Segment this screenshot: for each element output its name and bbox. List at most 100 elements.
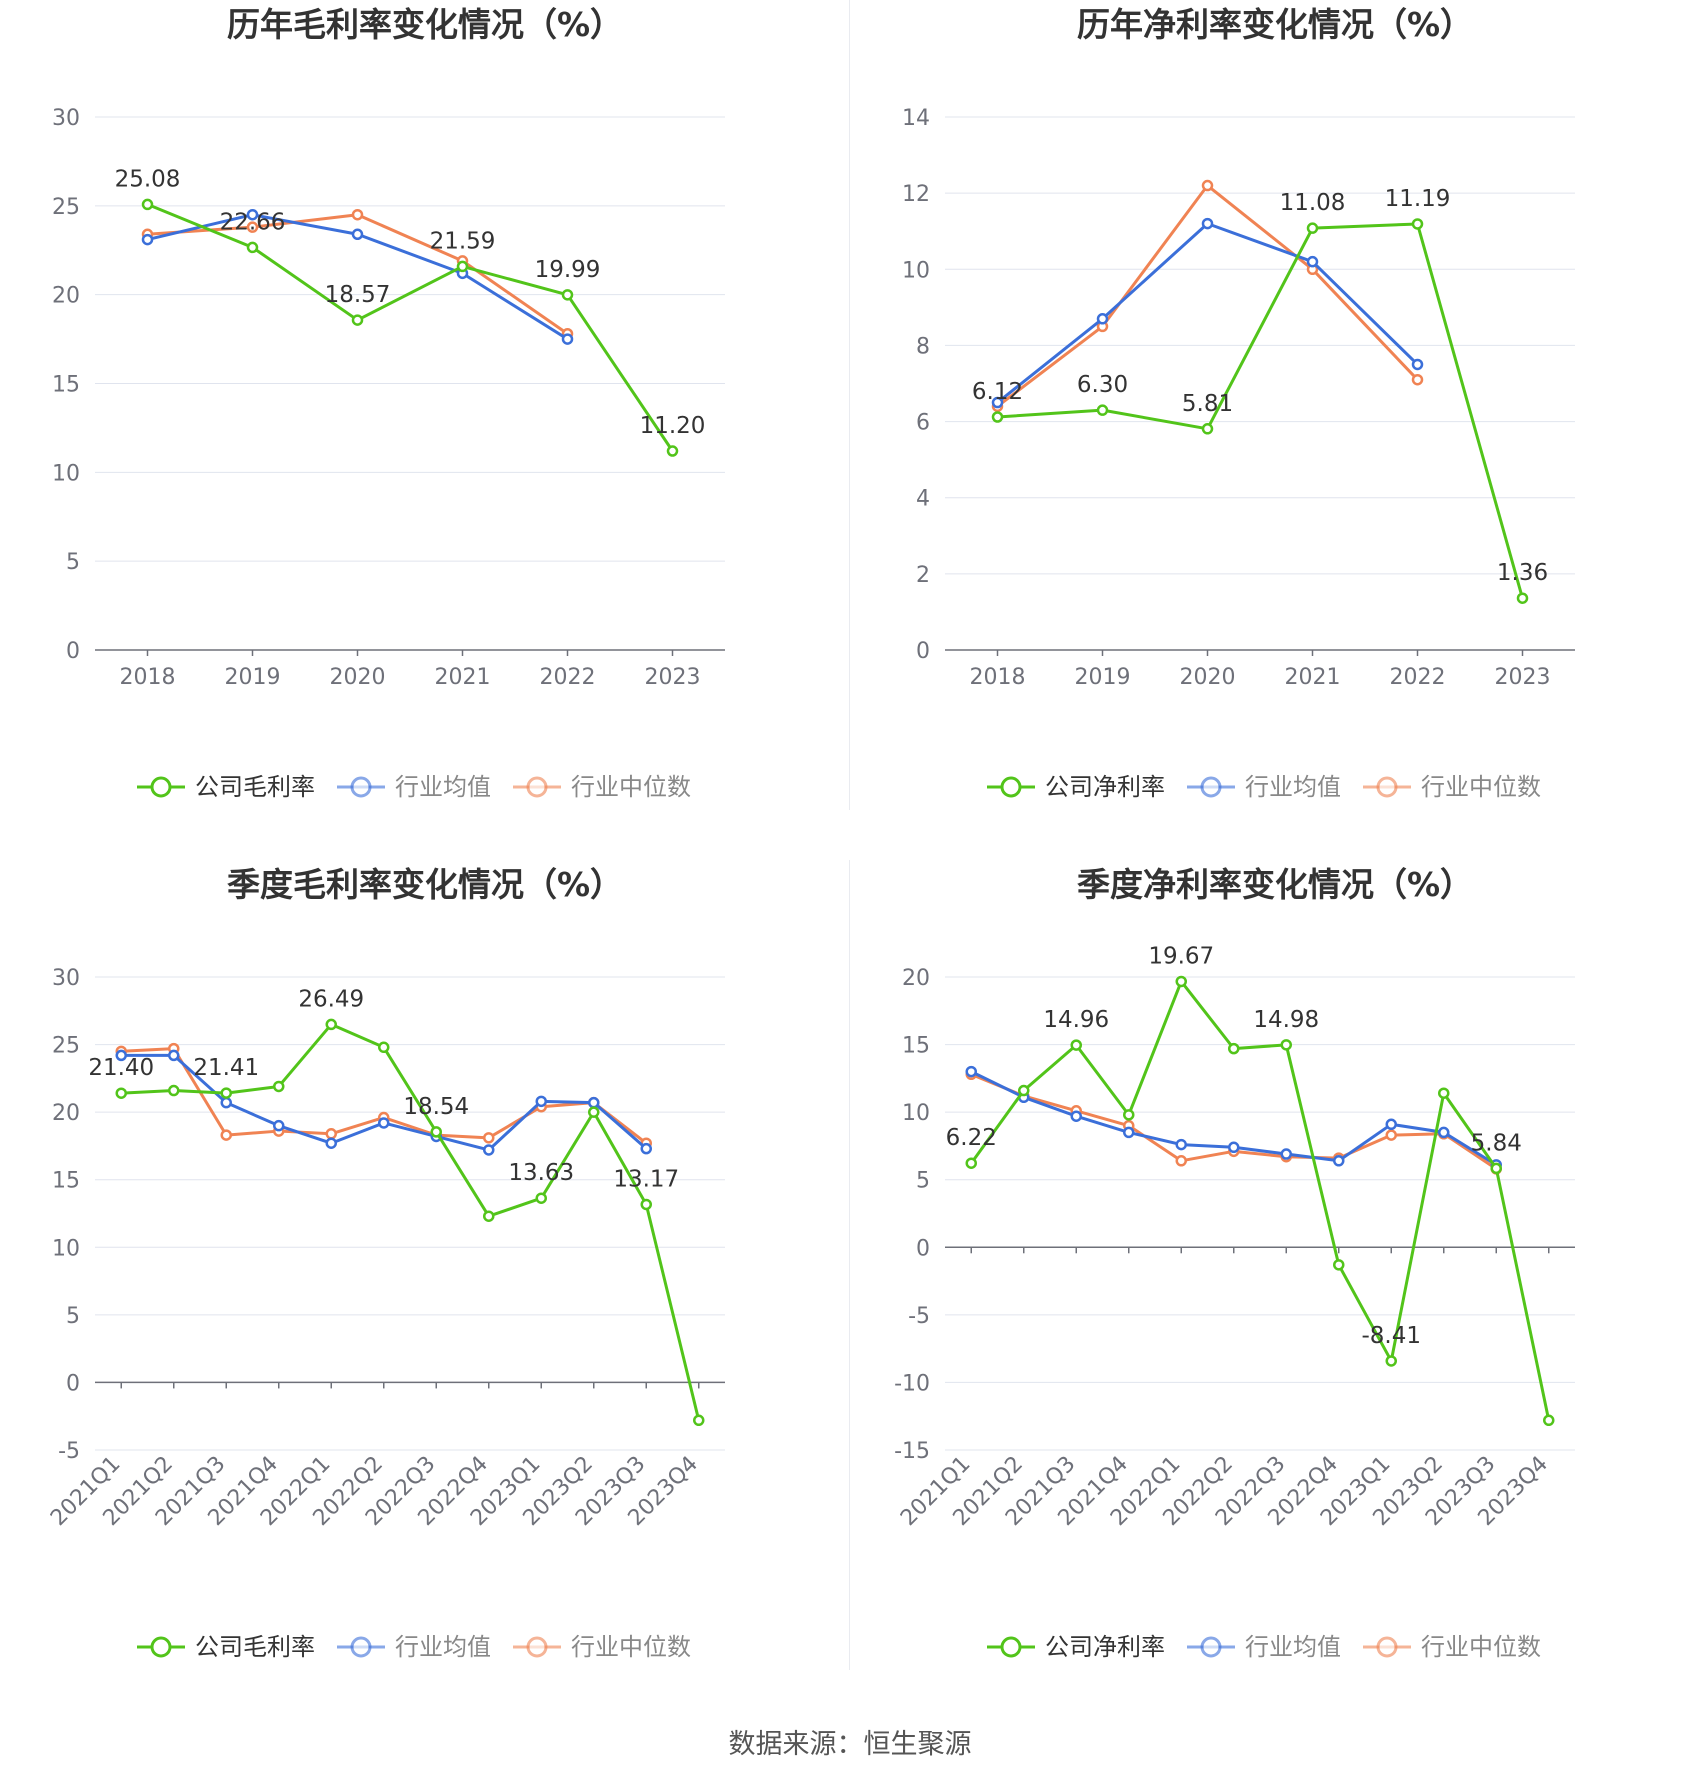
data-point [246,241,259,254]
data-point [1228,1141,1240,1154]
data-label: 19.67 [1148,943,1214,969]
data-point [1385,1129,1397,1141]
chart-title: 季度毛利率变化情况（%） [227,865,623,904]
data-label: 1.36 [1497,560,1548,586]
data-point [1411,358,1424,371]
y-tick-label: 5 [66,1304,80,1329]
data-label: 19.99 [535,257,601,283]
data-point [1096,313,1109,325]
data-point [1070,1039,1082,1051]
x-tick-label: 2023 [645,665,701,690]
data-point [325,1137,337,1149]
data-point [273,1119,285,1132]
data-point [588,1106,600,1118]
legend-swatch-marker [1376,1636,1398,1658]
x-tick-label: 2020 [330,665,386,690]
legend-label: 行业中位数 [571,773,691,801]
data-source-label: 数据来源：恒生聚源 [728,1729,972,1760]
y-tick-label: 8 [916,334,930,359]
data-point [483,1210,495,1222]
data-point [1018,1084,1030,1097]
legend-label: 行业均值 [1245,1633,1341,1661]
data-point [640,1142,652,1155]
legend-label: 行业中位数 [571,1633,691,1661]
legend-swatch-marker [1200,776,1222,798]
y-tick-label: -15 [894,1439,930,1464]
data-point [325,1018,337,1031]
data-point [1438,1087,1450,1099]
y-tick-label: 15 [902,1034,930,1059]
y-tick-label: 0 [66,1371,80,1396]
data-point [1070,1110,1082,1122]
data-label: 5.84 [1471,1130,1522,1156]
data-label: 6.22 [946,1125,997,1151]
data-label: 21.59 [430,228,496,254]
x-tick-label: 2020 [1180,665,1236,690]
data-point [561,333,574,345]
data-point [1385,1355,1397,1367]
chart-title: 季度净利率变化情况（%） [1077,865,1473,904]
x-tick-label: 2019 [1075,665,1131,690]
y-tick-label: 20 [52,1101,80,1126]
legend-swatch-marker [1000,1636,1022,1658]
quarterly-gross-margin-svg: 季度毛利率变化情况（%）-50510152025302021Q12021Q220… [46,865,725,1661]
data-point [246,221,259,233]
legend-item: 行业中位数 [1363,1633,1541,1661]
x-tick-label: 2018 [970,665,1026,690]
x-tick-label: 2018 [120,665,176,690]
legend-label: 行业均值 [395,1633,491,1661]
data-label: 21.40 [88,1055,154,1081]
quarterly-gross-margin-chart: 季度毛利率变化情况（%） -5 0 5 10 15 20 25 30 2021Q1 2021Q2 20… [0,860,850,1720]
annual-gross-margin-svg: 历年毛利率变化情况（%） 0 5 10 15 20 25 30 2018 2019 2020 2021… [52,5,725,801]
data-point [1201,179,1214,192]
data-point [1543,1414,1555,1427]
y-tick-label: 14 [902,106,930,131]
data-point [1280,1148,1292,1160]
data-point [1175,1138,1187,1151]
y-tick-label: 25 [52,1034,80,1059]
data-point [1123,1109,1135,1121]
y-tick-label: -10 [894,1371,930,1396]
annual-gross-margin-chart: 历年毛利率变化情况（%） 0 5 10 15 20 25 30 2018 2019 2020 2021… [0,0,850,860]
data-point [115,1087,127,1099]
data-label: 14.98 [1253,1007,1319,1033]
x-tick-label: 2022 [540,665,596,690]
panel-separator [849,0,850,810]
x-tick-label: 2022 [1390,665,1446,690]
chart-title: 历年净利率变化情况（%） [1077,5,1473,44]
legend-item: 行业均值 [337,773,491,801]
y-tick-label: 0 [916,1236,930,1261]
data-point [115,1049,127,1062]
y-tick-label: 12 [902,182,930,207]
annual-net-margin-chart: 历年净利率变化情况（%） 0 2 4 6 8 10 12 14 2018 2019 2020 2021 2… [850,0,1700,860]
data-label: 11.20 [640,413,706,439]
data-label: 11.08 [1280,190,1346,216]
y-tick-label: 5 [916,1169,930,1194]
data-point [273,1080,285,1093]
legend-swatch-marker [150,776,172,798]
data-point [351,314,364,326]
legend-item: 公司净利率 [987,773,1165,801]
data-point [1175,1155,1187,1167]
data-point [1490,1162,1502,1175]
data-point [220,1096,232,1109]
legend-item: 行业中位数 [513,1633,691,1661]
data-label: 6.30 [1077,372,1128,398]
series-line [997,222,1524,599]
legend-swatch-marker [1000,776,1022,798]
data-point [483,1132,495,1144]
data-point [666,445,679,457]
data-label: 14.96 [1043,1007,1109,1033]
legend-item: 行业中位数 [1363,773,1541,801]
quarterly-net-margin-chart: 季度净利率变化情况（%） -15 -10 -5 0 5 10 15 20 2021Q1 2021Q2… [850,860,1700,1720]
data-point [1096,404,1109,416]
series-line [146,203,674,452]
y-tick-label: 10 [902,258,930,283]
y-tick-label: 10 [52,1236,80,1261]
data-label: 6.12 [972,379,1023,405]
panel-separator [849,860,850,1670]
data-point [220,1129,232,1141]
legend-swatch-marker [526,1636,548,1658]
data-point [1201,217,1214,230]
